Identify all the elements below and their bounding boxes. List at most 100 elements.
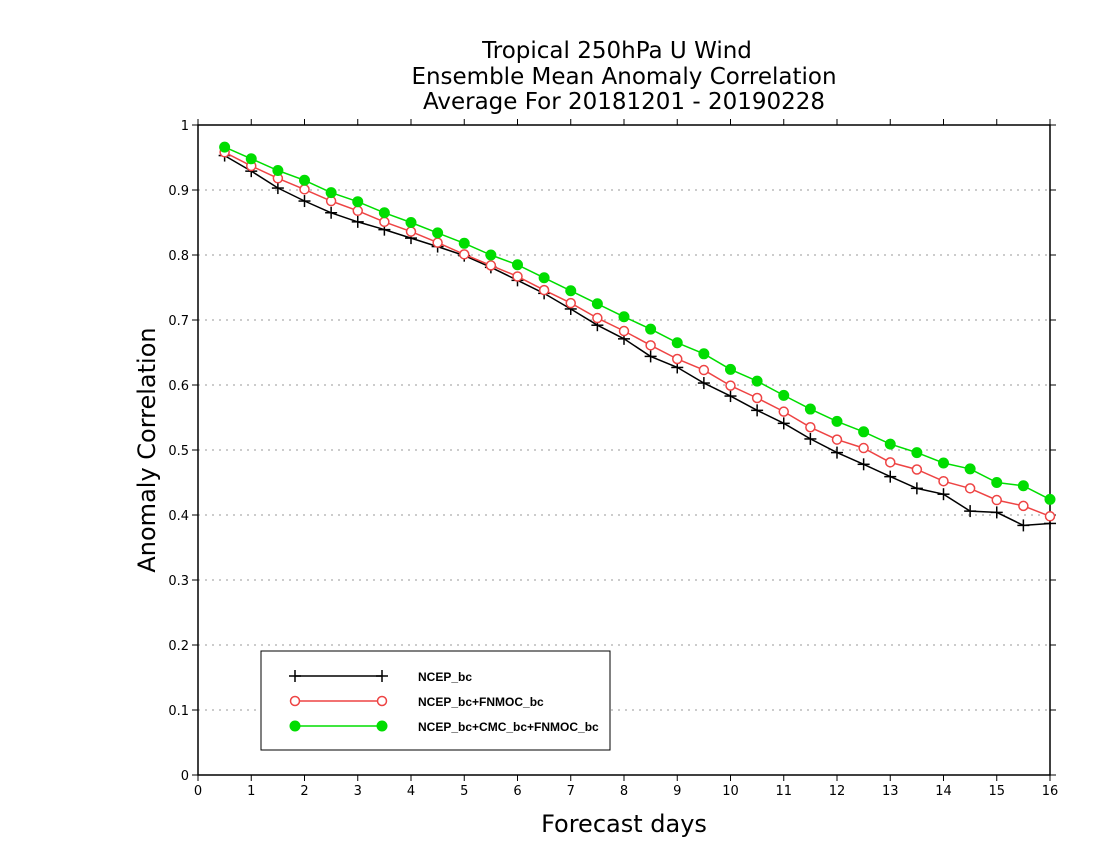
x-tick-label-5: 5	[460, 784, 468, 799]
data-point-2-0	[219, 141, 231, 153]
x-tick-label-15: 15	[988, 784, 1005, 799]
data-point-2-2	[272, 165, 284, 176]
data-point-1-31	[1044, 511, 1056, 522]
x-tick-label-14: 14	[935, 784, 952, 799]
data-point-2-21	[778, 389, 790, 401]
x-tick-label-7: 7	[567, 784, 575, 799]
data-point-0-30	[1017, 519, 1030, 532]
data-point-2-31	[1044, 493, 1056, 505]
series-2	[219, 141, 1056, 505]
data-point-2-5	[352, 196, 364, 208]
legend-marker-end-0	[376, 670, 388, 682]
x-tick-label-2: 2	[300, 784, 308, 799]
legend: NCEP_bc NCEP_bc+FNMOC_bc NCEP_bc+CMC_bc+FN…	[260, 650, 611, 751]
data-point-2-27	[938, 457, 949, 469]
data-point-2-1	[245, 153, 257, 165]
data-point-2-10	[485, 249, 497, 261]
data-point-1-24	[858, 442, 869, 454]
x-tick-label-12: 12	[829, 784, 846, 799]
y-tick-label-1: 0.1	[168, 704, 189, 719]
legend-label-0: NCEP_bc	[418, 670, 472, 684]
chart-title-line-2: Ensemble Mean Anomaly Correlation	[411, 64, 836, 90]
data-point-2-18	[698, 348, 710, 360]
data-point-1-10	[485, 260, 497, 271]
chart-title: Tropical 250hPa U Wind Ensemble Mean Ano…	[411, 38, 836, 115]
x-tick-label-8: 8	[620, 784, 628, 799]
data-point-1-20	[751, 392, 763, 404]
data-point-1-8	[432, 237, 443, 248]
y-tick-label-4: 0.4	[168, 509, 189, 524]
data-point-1-30	[1018, 500, 1029, 512]
data-point-2-23	[831, 415, 843, 427]
data-point-2-16	[645, 323, 657, 335]
data-point-0-25	[884, 470, 897, 483]
data-point-2-8	[432, 227, 444, 239]
data-point-1-13	[565, 297, 576, 309]
data-point-2-19	[725, 363, 736, 375]
data-point-0-21	[777, 417, 790, 430]
y-tick-label-2: 0.2	[168, 639, 189, 654]
data-point-1-14	[592, 312, 603, 324]
data-point-0-27	[937, 488, 950, 501]
data-point-0-24	[857, 458, 870, 471]
legend-label-2: NCEP_bc+CMC_bc+FNMOC_bc	[418, 720, 599, 734]
data-point-0-22	[804, 432, 817, 445]
data-point-2-15	[618, 311, 630, 323]
data-point-0-19	[724, 390, 737, 403]
data-point-1-15	[618, 325, 630, 337]
x-tick-label-0: 0	[194, 784, 202, 799]
data-point-0-29	[990, 506, 1003, 519]
data-point-0-4	[325, 206, 338, 219]
data-point-1-3	[299, 184, 310, 195]
data-point-2-4	[325, 187, 337, 199]
data-point-2-26	[911, 447, 923, 459]
data-point-2-11	[512, 259, 523, 271]
legend-entry-2: NCEP_bc+CMC_bc+FNMOC_bc	[289, 720, 599, 734]
data-point-2-6	[378, 207, 390, 219]
legend-label-1: NCEP_bc+FNMOC_bc	[418, 695, 544, 709]
legend-marker-start-2	[289, 720, 301, 732]
x-tick-label-13: 13	[882, 784, 899, 799]
data-point-0-3	[298, 195, 311, 208]
data-point-1-7	[405, 226, 417, 237]
x-tick-label-10: 10	[722, 784, 739, 799]
data-point-2-17	[671, 337, 683, 349]
legend-marker-end-2	[376, 720, 388, 732]
chart-title-line-3: Average For 20181201 - 20190228	[423, 89, 825, 115]
y-tick-label-9: 0.9	[168, 184, 189, 199]
y-tick-label-5: 0.5	[168, 444, 189, 459]
data-point-1-12	[538, 284, 550, 296]
data-point-0-23	[831, 446, 843, 459]
data-point-1-22	[805, 422, 816, 433]
data-point-1-18	[698, 364, 710, 376]
plot-series	[218, 141, 1056, 532]
y-tick-label-7: 0.7	[168, 314, 189, 329]
data-point-2-3	[299, 174, 310, 186]
series-line-0	[224, 154, 1051, 527]
data-point-2-30	[1017, 480, 1029, 492]
chart-title-line-1: Tropical 250hPa U Wind	[481, 38, 752, 64]
data-point-2-22	[804, 403, 816, 415]
x-tick-label-3: 3	[354, 784, 362, 799]
data-point-0-5	[351, 215, 364, 228]
data-point-0-18	[697, 377, 710, 390]
y-tick-label-6: 0.6	[168, 379, 189, 394]
data-point-1-29	[991, 494, 1002, 506]
data-point-2-12	[538, 272, 550, 284]
data-point-2-13	[565, 285, 577, 297]
y-tick-label-10: 1	[181, 119, 189, 134]
data-point-1-16	[645, 340, 656, 351]
data-point-2-25	[884, 438, 896, 450]
data-point-1-23	[831, 434, 843, 445]
data-point-1-17	[672, 353, 683, 365]
data-point-1-21	[778, 406, 789, 417]
data-point-1-19	[725, 380, 736, 391]
data-point-1-5	[352, 205, 363, 217]
data-point-1-11	[512, 271, 523, 282]
data-point-2-24	[858, 426, 870, 438]
data-point-1-6	[379, 216, 390, 228]
x-tick-label-16: 16	[1042, 784, 1059, 799]
data-point-1-9	[459, 249, 470, 260]
x-tick-label-1: 1	[247, 784, 255, 799]
